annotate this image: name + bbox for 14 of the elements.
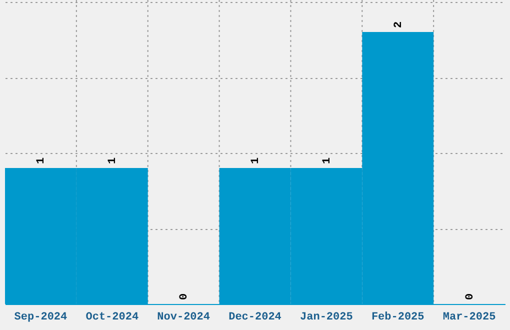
data-label: 0 <box>464 293 476 300</box>
x-tick-label: Feb-2025 <box>371 312 425 324</box>
data-label: 1 <box>250 156 262 164</box>
x-tick-label: Dec-2024 <box>228 312 282 324</box>
data-label: 1 <box>321 156 334 164</box>
data-label: 1 <box>36 156 48 164</box>
data-label: 0 <box>178 293 191 300</box>
data-label: 1 <box>107 156 120 164</box>
x-tick-label: Jan-2025 <box>300 312 354 324</box>
x-tick-label: Sep-2024 <box>14 312 68 324</box>
x-tick-label: Mar-2025 <box>442 312 496 324</box>
x-tick-label: Oct-2024 <box>86 312 139 324</box>
data-label: 2 <box>392 21 405 28</box>
x-tick-label: Nov-2024 <box>157 312 210 324</box>
